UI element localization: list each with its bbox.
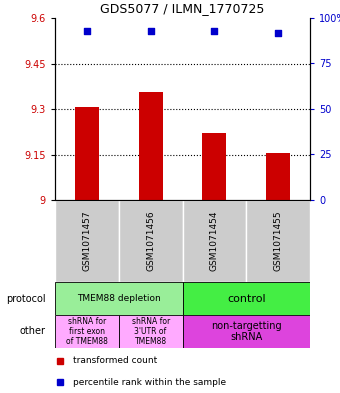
Text: TMEM88 depletion: TMEM88 depletion xyxy=(77,294,160,303)
Text: GSM1071455: GSM1071455 xyxy=(274,211,283,271)
Text: transformed count: transformed count xyxy=(73,356,157,365)
Text: shRNA for
first exon
of TMEM88: shRNA for first exon of TMEM88 xyxy=(66,317,108,346)
Text: GSM1071456: GSM1071456 xyxy=(146,211,155,271)
Text: control: control xyxy=(227,294,266,303)
Bar xyxy=(246,200,310,282)
Bar xyxy=(55,282,183,315)
Bar xyxy=(138,92,163,200)
Bar xyxy=(75,107,99,200)
Bar xyxy=(55,315,119,348)
Text: protocol: protocol xyxy=(6,294,46,303)
Bar xyxy=(183,200,246,282)
Bar xyxy=(55,200,119,282)
Text: non-targetting
shRNA: non-targetting shRNA xyxy=(211,321,282,342)
Point xyxy=(84,28,90,34)
Point xyxy=(148,28,153,34)
Title: GDS5077 / ILMN_1770725: GDS5077 / ILMN_1770725 xyxy=(100,2,265,15)
Bar xyxy=(119,315,183,348)
Text: shRNA for
3'UTR of
TMEM88: shRNA for 3'UTR of TMEM88 xyxy=(132,317,170,346)
Point xyxy=(275,29,281,36)
Text: GSM1071454: GSM1071454 xyxy=(210,211,219,271)
Text: other: other xyxy=(19,327,46,336)
Text: GSM1071457: GSM1071457 xyxy=(82,211,91,271)
Bar xyxy=(183,282,310,315)
Bar xyxy=(266,153,290,200)
Bar xyxy=(183,315,310,348)
Bar xyxy=(119,200,183,282)
Bar xyxy=(202,133,226,200)
Text: percentile rank within the sample: percentile rank within the sample xyxy=(73,378,226,387)
Point xyxy=(212,28,217,34)
